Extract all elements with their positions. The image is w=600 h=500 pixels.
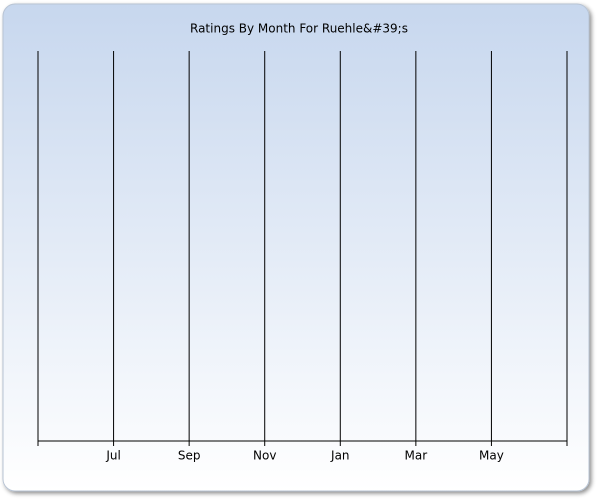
chart-title: Ratings By Month For Ruehle&#39;s: [190, 22, 408, 36]
x-tick-label: Mar: [405, 449, 428, 463]
x-tick-label: Jan: [330, 449, 350, 463]
x-tick-label: May: [479, 449, 504, 463]
x-tick-label: Sep: [178, 449, 201, 463]
x-tick-label: Nov: [253, 449, 276, 463]
x-tick-label: Jul: [105, 449, 120, 463]
chart-panel: [2, 3, 590, 492]
